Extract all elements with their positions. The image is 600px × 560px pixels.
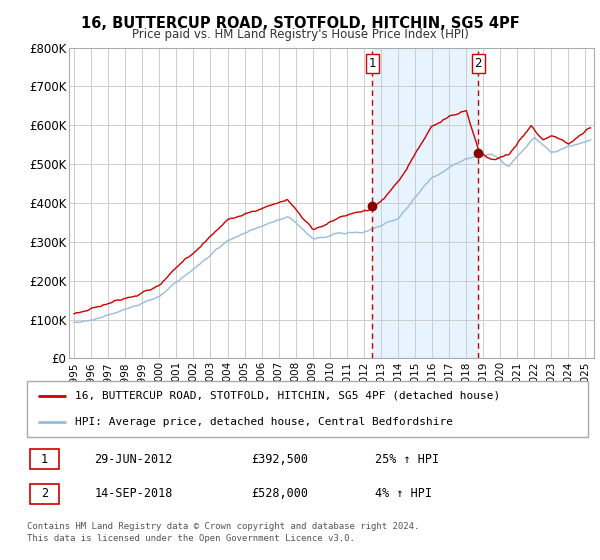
- Bar: [30, 484, 59, 504]
- Text: Contains HM Land Registry data © Crown copyright and database right 2024.: Contains HM Land Registry data © Crown c…: [27, 522, 419, 531]
- Bar: [372, 48, 478, 358]
- Text: 16, BUTTERCUP ROAD, STOTFOLD, HITCHIN, SG5 4PF: 16, BUTTERCUP ROAD, STOTFOLD, HITCHIN, S…: [80, 16, 520, 31]
- Text: 2: 2: [475, 57, 482, 69]
- Text: 16, BUTTERCUP ROAD, STOTFOLD, HITCHIN, SG5 4PF (detached house): 16, BUTTERCUP ROAD, STOTFOLD, HITCHIN, S…: [74, 391, 500, 401]
- Text: 1: 1: [368, 57, 376, 69]
- Text: 1: 1: [41, 452, 48, 466]
- Text: £392,500: £392,500: [251, 452, 308, 466]
- Text: This data is licensed under the Open Government Licence v3.0.: This data is licensed under the Open Gov…: [27, 534, 355, 543]
- Text: 25% ↑ HPI: 25% ↑ HPI: [375, 452, 439, 466]
- Text: 4% ↑ HPI: 4% ↑ HPI: [375, 487, 432, 501]
- Bar: [30, 449, 59, 469]
- Text: £528,000: £528,000: [251, 487, 308, 501]
- Text: 14-SEP-2018: 14-SEP-2018: [94, 487, 173, 501]
- Text: Price paid vs. HM Land Registry's House Price Index (HPI): Price paid vs. HM Land Registry's House …: [131, 28, 469, 41]
- Text: 29-JUN-2012: 29-JUN-2012: [94, 452, 173, 466]
- Text: HPI: Average price, detached house, Central Bedfordshire: HPI: Average price, detached house, Cent…: [74, 417, 452, 427]
- Text: 2: 2: [41, 487, 48, 501]
